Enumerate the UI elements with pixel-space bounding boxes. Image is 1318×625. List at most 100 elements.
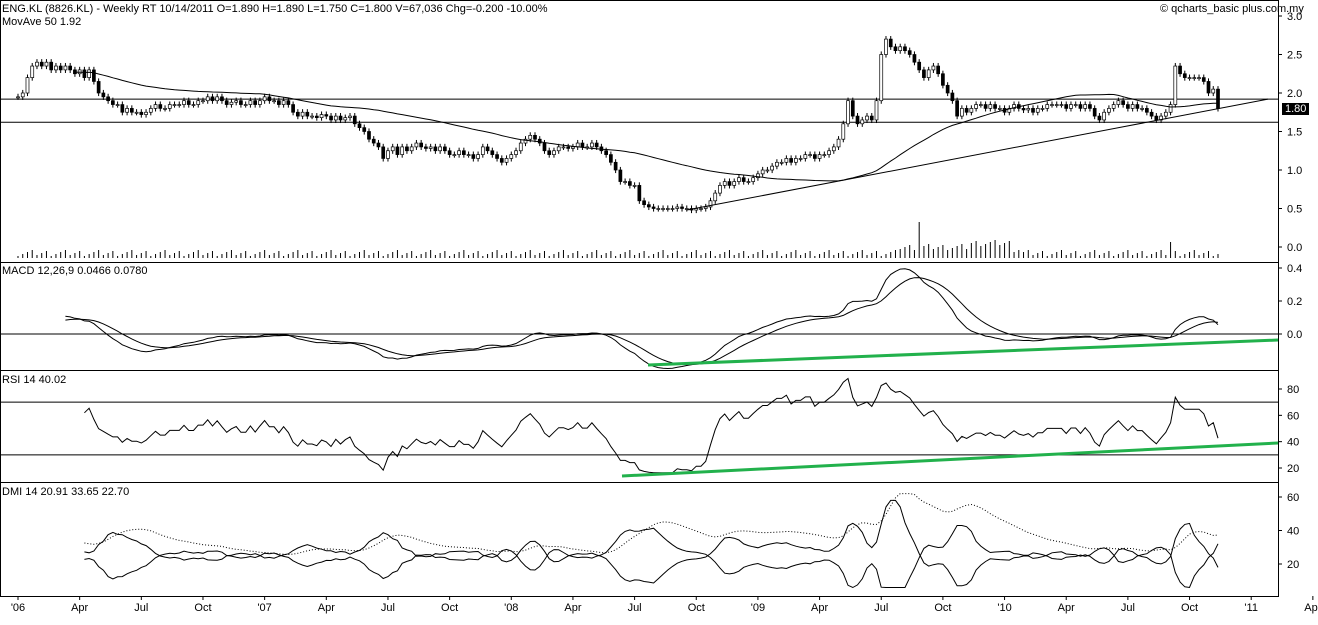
price-tick-label: 1.5 <box>1287 127 1302 139</box>
candle-body <box>708 200 713 208</box>
candle-body <box>428 146 433 149</box>
candle-body <box>253 100 258 105</box>
candle-body <box>281 100 286 105</box>
x-tick-label: Oct <box>194 602 211 614</box>
x-tick-label: Oct <box>688 602 705 614</box>
candle-body <box>1192 77 1197 79</box>
dmi-minus-line <box>84 525 1219 589</box>
price-tick-label: 0.0 <box>1287 242 1302 254</box>
rsi-label: RSI 14 40.02 <box>2 374 67 386</box>
last-price-tag: 1.80 <box>1282 103 1310 115</box>
macd-tick-label: 0.0 <box>1287 329 1302 341</box>
candle-body <box>243 104 248 106</box>
candle-body <box>1012 104 1016 109</box>
candle-body <box>201 100 205 103</box>
candle-body <box>68 65 73 71</box>
candle-body <box>466 154 471 156</box>
candle-body <box>381 146 386 159</box>
candle-body <box>182 100 186 105</box>
candle-body <box>656 208 661 210</box>
x-tick-label: Jul <box>381 602 395 614</box>
candle-body <box>623 181 627 183</box>
candle-body <box>1154 115 1159 121</box>
candle-body <box>850 100 855 117</box>
candle-body <box>580 142 585 148</box>
candle-body <box>1178 65 1182 75</box>
candle-body <box>329 115 333 121</box>
x-tick-label: '06 <box>11 602 25 614</box>
candle-body <box>96 81 101 94</box>
candle-body <box>993 104 997 109</box>
candle-body <box>400 146 405 155</box>
candle-body <box>16 96 20 99</box>
macd-signal-line <box>65 277 1219 366</box>
candle-body <box>357 123 362 129</box>
candle-body <box>765 169 770 172</box>
candle-body <box>760 169 765 175</box>
candle-body <box>732 181 737 186</box>
candle-body <box>1097 115 1102 121</box>
adx-line <box>84 493 1219 556</box>
candle-body <box>846 100 850 125</box>
candle-body <box>528 135 533 140</box>
candle-body <box>794 158 798 163</box>
candle-body <box>1040 108 1045 110</box>
candle-body <box>457 150 461 155</box>
candle-body <box>1102 111 1107 121</box>
panel-border <box>0 370 1279 483</box>
macd-green-trendline <box>647 338 1279 367</box>
candle-body <box>1182 73 1187 78</box>
candle-body <box>258 100 262 105</box>
candle-body <box>210 96 215 102</box>
candle-body <box>955 100 959 117</box>
candle-body <box>295 111 300 117</box>
x-tick-label: '11 <box>1244 602 1258 614</box>
candle-body <box>144 111 148 115</box>
candle-body <box>722 181 727 186</box>
candle-body <box>1050 104 1054 106</box>
candle-body <box>39 61 44 67</box>
candle-body <box>167 104 172 109</box>
candle-body <box>827 150 831 155</box>
candle-body <box>348 115 352 118</box>
x-tick-label: '09 <box>751 602 765 614</box>
candle-body <box>461 150 466 155</box>
candle-body <box>134 111 139 114</box>
candle-body <box>675 206 680 209</box>
candle-body <box>817 154 822 159</box>
candle-body <box>1145 108 1149 113</box>
x-tick-label: Apr <box>1304 602 1318 614</box>
rsi-green-trendline <box>621 441 1279 478</box>
candle-body <box>1045 104 1050 109</box>
rsi-line <box>84 377 1219 474</box>
rsi-tick-label: 80 <box>1287 384 1299 396</box>
candle-body <box>860 119 865 125</box>
candle-body <box>912 54 917 63</box>
candle-body <box>120 104 125 113</box>
candle-body <box>30 65 35 78</box>
candle-body <box>547 150 552 155</box>
dmi-tick-label: 20 <box>1287 559 1299 571</box>
candle-body <box>903 46 907 51</box>
candle-body <box>945 84 950 94</box>
candle-body <box>637 185 642 202</box>
candle-body <box>988 104 993 109</box>
candle-body <box>148 108 153 113</box>
candle-body <box>509 154 514 159</box>
candle-body <box>964 108 969 113</box>
dmi-panel: 60 40 20 <box>84 492 1299 589</box>
candle-body <box>571 146 575 149</box>
rsi-panel: 80 60 40 20 <box>0 377 1299 478</box>
x-tick-label: Jul <box>1121 602 1135 614</box>
candle-body <box>196 100 201 105</box>
candle-body <box>561 146 566 149</box>
candle-body <box>443 146 447 152</box>
x-tick-label: '08 <box>504 602 518 614</box>
candle-body <box>642 200 646 206</box>
candle-body <box>1116 100 1121 105</box>
candle-body <box>63 65 68 71</box>
candle-body <box>751 177 756 182</box>
candle-body <box>324 114 329 117</box>
candle-body <box>884 38 888 55</box>
